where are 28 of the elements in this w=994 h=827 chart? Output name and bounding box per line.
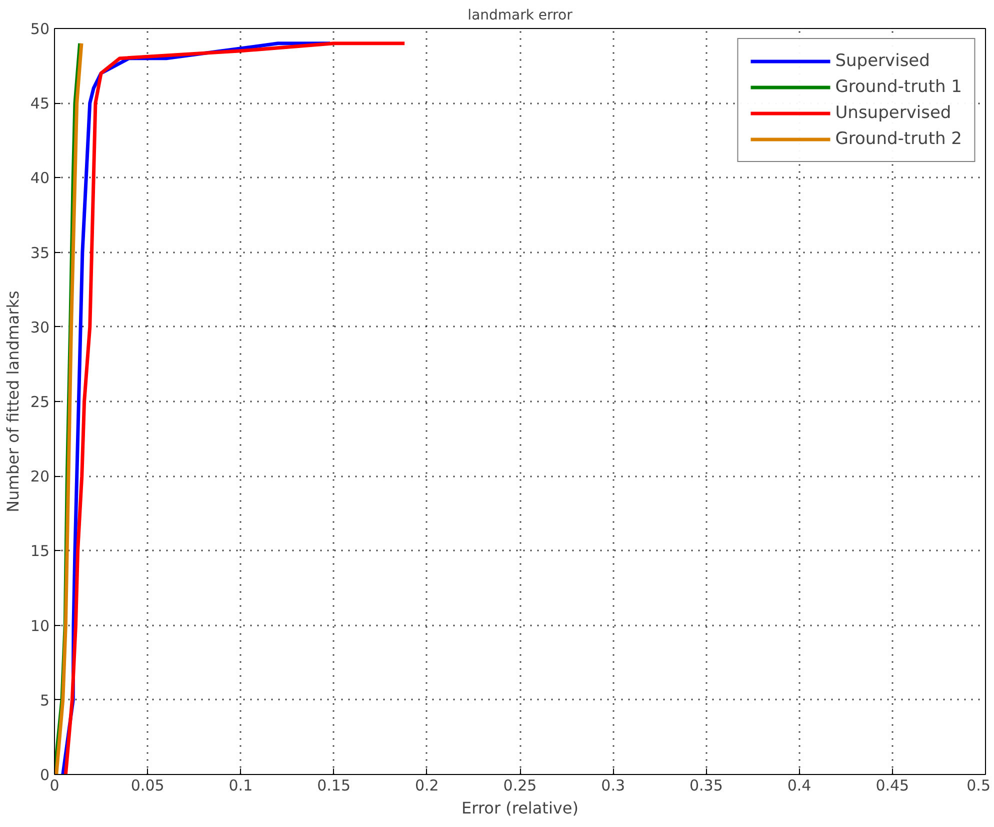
x-tick-label: 0.2 xyxy=(414,776,439,794)
chart-title: landmark error xyxy=(468,8,573,24)
y-tick-label: 35 xyxy=(30,244,50,262)
x-tick-label: 0.15 xyxy=(317,776,351,794)
x-tick-label: 0.5 xyxy=(966,776,991,794)
legend-label: Ground-truth 1 xyxy=(835,77,962,97)
x-axis-title: Error (relative) xyxy=(462,798,578,818)
y-tick-label: 30 xyxy=(30,318,50,336)
y-tick-label: 40 xyxy=(30,169,50,188)
x-tick-label: 0.45 xyxy=(876,776,910,794)
x-tick-label: 0.25 xyxy=(503,776,537,794)
y-tick-label: 25 xyxy=(30,393,50,411)
y-tick-label: 45 xyxy=(30,94,50,113)
x-tick-label: 0.1 xyxy=(228,776,253,794)
x-tick-label: 0.4 xyxy=(787,776,812,794)
legend-label: Unsupervised xyxy=(835,103,952,123)
y-tick-label: 20 xyxy=(30,468,50,486)
y-tick-label: 15 xyxy=(30,542,50,560)
y-tick-label: 50 xyxy=(30,20,50,38)
x-tick-label: 0.35 xyxy=(690,776,723,794)
x-tick-label: 0.05 xyxy=(130,776,164,794)
y-tick-label: 10 xyxy=(30,616,50,635)
x-tick-label: 0.3 xyxy=(601,776,626,794)
legend-label: Ground-truth 2 xyxy=(835,129,962,149)
y-tick-label: 5 xyxy=(40,691,50,710)
y-axis-title: Number of fitted landmarks xyxy=(3,290,22,512)
line-series xyxy=(64,42,406,774)
legend-label: Supervised xyxy=(835,51,930,71)
